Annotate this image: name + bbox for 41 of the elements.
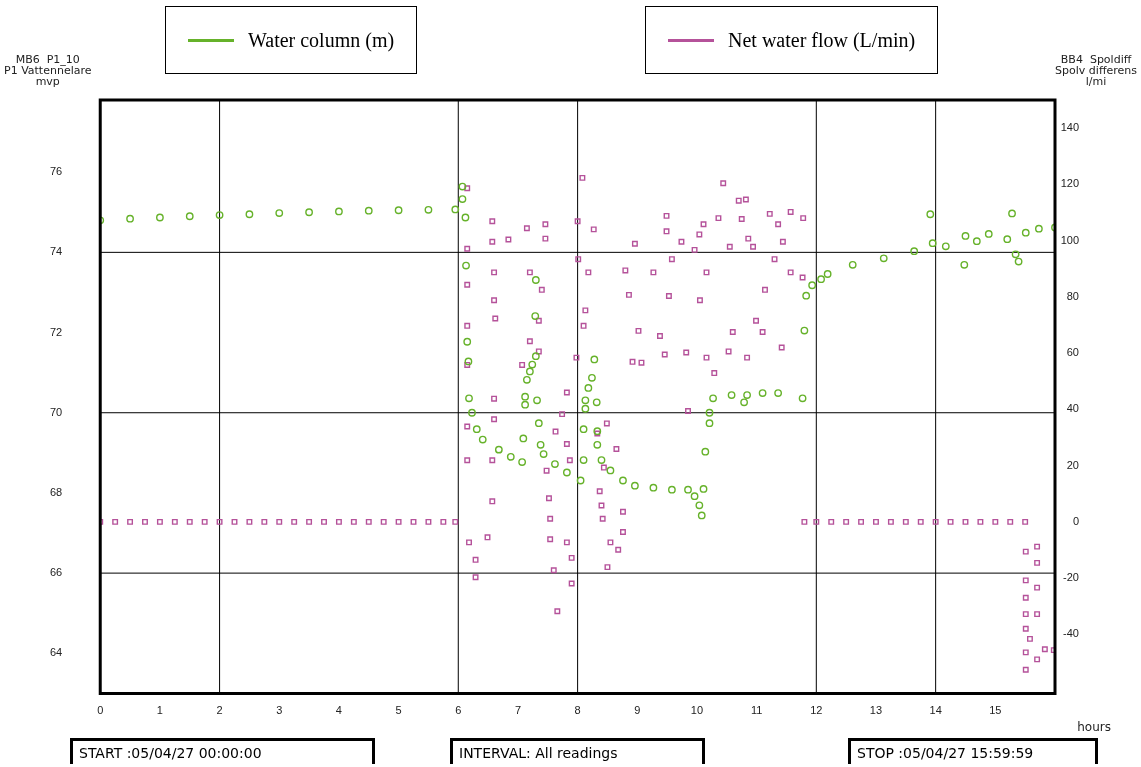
x-tick-label: 11	[750, 704, 763, 717]
y2-tick-label: 80	[1066, 289, 1079, 302]
y2-tick-label: -40	[1063, 627, 1079, 640]
x-tick-label: 0	[97, 704, 104, 717]
y2-tick-label: 0	[1072, 514, 1079, 527]
y2-tick-label: 20	[1066, 458, 1079, 471]
text: STOP :05/04/27 15:59:59	[848, 738, 1098, 764]
text: INTERVAL: All readings	[450, 738, 705, 764]
y2-tick-label: -20	[1063, 571, 1079, 584]
x-tick-label: 9	[634, 704, 641, 717]
x-tick-label: 2	[216, 704, 223, 717]
y2-tick-label: 140	[1060, 121, 1079, 134]
y-tick-label: 66	[49, 566, 63, 579]
y2-axis-title: BB4 Spoldiff Spolv differens l/mi	[1055, 53, 1137, 88]
y-tick-label: 76	[49, 165, 63, 178]
y-tick-label: 64	[49, 646, 63, 659]
x-tick-label: 12	[810, 704, 823, 717]
x-tick-label: 1	[156, 704, 163, 717]
y-tick-label: 70	[49, 405, 63, 418]
y-tick-label: 68	[49, 485, 63, 498]
x-tick-label: 10	[690, 704, 704, 717]
y-tick-label: 72	[49, 325, 63, 338]
legend-label: Net water flow (L/min)	[728, 28, 916, 52]
x-tick-label: 5	[395, 704, 402, 717]
y2-tick-label: 120	[1060, 177, 1079, 190]
y2-tick-label: 60	[1066, 346, 1079, 359]
x-tick-label: 6	[455, 704, 462, 717]
legend-label: Water column (m)	[248, 28, 395, 52]
x-axis-title: hours	[1077, 719, 1111, 734]
y-axis-title: MB6 P1_10 P1 Vattennelare mvp	[4, 53, 92, 88]
x-tick-label: 15	[989, 704, 1002, 717]
y2-tick-label: 100	[1060, 233, 1079, 246]
y-tick-label: 74	[49, 245, 63, 258]
x-tick-label: 13	[869, 704, 883, 717]
x-tick-label: 7	[514, 704, 522, 717]
text: START :05/04/27 00:00:00	[70, 738, 375, 764]
x-tick-label: 3	[276, 704, 283, 717]
x-tick-label: 8	[574, 704, 581, 717]
x-tick-label: 14	[929, 704, 942, 717]
y2-tick-label: 40	[1066, 402, 1079, 415]
x-tick-label: 4	[335, 704, 342, 717]
